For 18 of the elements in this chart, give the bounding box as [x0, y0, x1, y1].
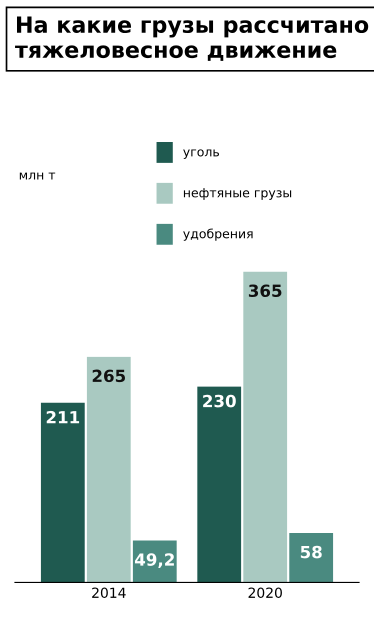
data-label: 365 [248, 284, 282, 298]
chart-title: На какие грузы рассчитано тяжеловесное движение [15, 16, 368, 61]
x-tick-label: 2020 [248, 588, 282, 598]
legend-label: нефтяные грузы [184, 188, 292, 200]
bar [197, 386, 242, 582]
data-label: 211 [46, 410, 80, 424]
text: млн т [20, 172, 56, 180]
data-label: 265 [92, 370, 126, 382]
bar [243, 272, 288, 582]
bar [40, 402, 85, 582]
x-tick-label: 2014 [92, 588, 126, 598]
legend-label: удобрения [183, 228, 253, 241]
bar [86, 356, 131, 582]
data-label: 230 [203, 394, 236, 408]
legend-label: уголь [183, 149, 220, 159]
data-label: 58 [300, 546, 322, 558]
bar [289, 533, 334, 582]
data-label: 49,2 [134, 553, 174, 568]
